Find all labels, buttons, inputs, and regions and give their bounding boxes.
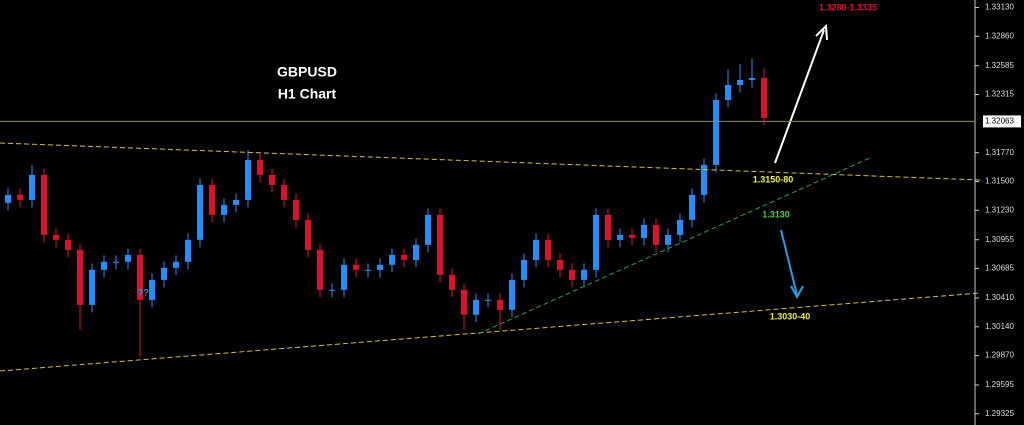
chart-subtitle: H1 Chart [278,86,337,102]
candle-body [269,174,275,185]
resistance-label: 1.3150-80 [753,174,794,184]
candle-body [677,219,683,235]
candle-body [125,254,131,262]
candle-body [761,77,767,118]
candle-body [233,199,239,205]
candle-body [257,159,263,175]
up-arrowhead [815,23,828,41]
candle-body [653,224,659,245]
candle-body [557,259,563,270]
candle-body [629,234,635,238]
candle-body [725,85,731,100]
resistance-line [0,142,981,181]
y-tick-label: 1.32585 [985,61,1014,70]
candle-body [353,264,359,270]
y-tick-label: 1.30410 [985,293,1014,302]
y-tick-label: 1.32315 [985,90,1014,99]
y-tick-label: 1.30955 [985,235,1014,244]
candle-body [713,99,719,165]
candle-body [485,299,491,301]
candle-body [245,159,251,200]
candle-body [17,194,23,200]
support-label: 1.3030-40 [770,311,811,321]
candle-body [29,174,35,200]
candle-body [473,299,479,315]
candle-body [497,299,503,310]
y-tick-label: 1.30140 [985,322,1014,331]
candle-body [113,261,119,263]
candle-body [509,279,515,310]
candle-body [461,289,467,315]
candle-body [389,254,395,265]
candle-body [437,214,443,275]
candle-body [5,194,11,203]
candle-body [161,267,167,280]
candle-body [77,249,83,305]
candle-body [545,239,551,260]
chart-title: GBPUSD [277,64,337,80]
current-price-label: 1.32063 [985,117,1014,126]
down-arrowhead [790,285,804,300]
candle-body [149,279,155,300]
candle-body [689,194,695,220]
candle-body [401,254,407,260]
y-tick-label: 1.31500 [985,177,1014,186]
candle-body [65,239,71,250]
candle-body [581,269,587,280]
candle-body [605,214,611,240]
y-tick-label: 1.32860 [985,31,1014,40]
down-arrow [780,229,798,296]
target-label: 1.3280-1.3335 [819,2,877,12]
candle-body [365,269,371,271]
y-tick-label: 1.33130 [985,3,1014,12]
plot [5,58,767,357]
candle-body [641,224,647,238]
candle-body [329,289,335,291]
y-tick-label: 1.29325 [985,409,1014,418]
y-tick-label: 1.29870 [985,351,1014,360]
candle-body [533,239,539,260]
y-tick-label: 1.31770 [985,148,1014,157]
candle-body [41,174,47,235]
candle-body [341,264,347,290]
candle-body [53,234,59,240]
candle-body [377,264,383,270]
candle-body [173,261,179,268]
candle-body [617,234,623,240]
candle-body [413,244,419,260]
question-label: ??? [138,287,155,297]
candle-body [737,79,743,85]
candle-body [569,269,575,280]
candle-body [89,269,95,305]
candle-body [197,184,203,240]
current-price-box [983,115,1021,128]
trend-label: 1.3130 [762,209,790,219]
y-tick-label: 1.30685 [985,264,1014,273]
candle-body [317,249,323,290]
candle-body [449,274,455,290]
candle-body [281,184,287,200]
candle-body [137,254,143,300]
candle-body [701,164,707,195]
y-tick-label: 1.31230 [985,205,1014,214]
y-tick-label: 1.29595 [985,380,1014,389]
candle-body [209,184,215,215]
candle-body [305,219,311,250]
candle-body [425,214,431,245]
candle-body [521,259,527,280]
candle-body [293,199,299,220]
up-arrow [774,29,825,164]
candle-body [593,214,599,270]
candle-body [221,204,227,215]
candle-body [665,234,671,245]
candle-body [749,77,755,80]
candle-body [101,261,107,270]
candle-body [185,239,191,262]
support-line [0,292,981,372]
